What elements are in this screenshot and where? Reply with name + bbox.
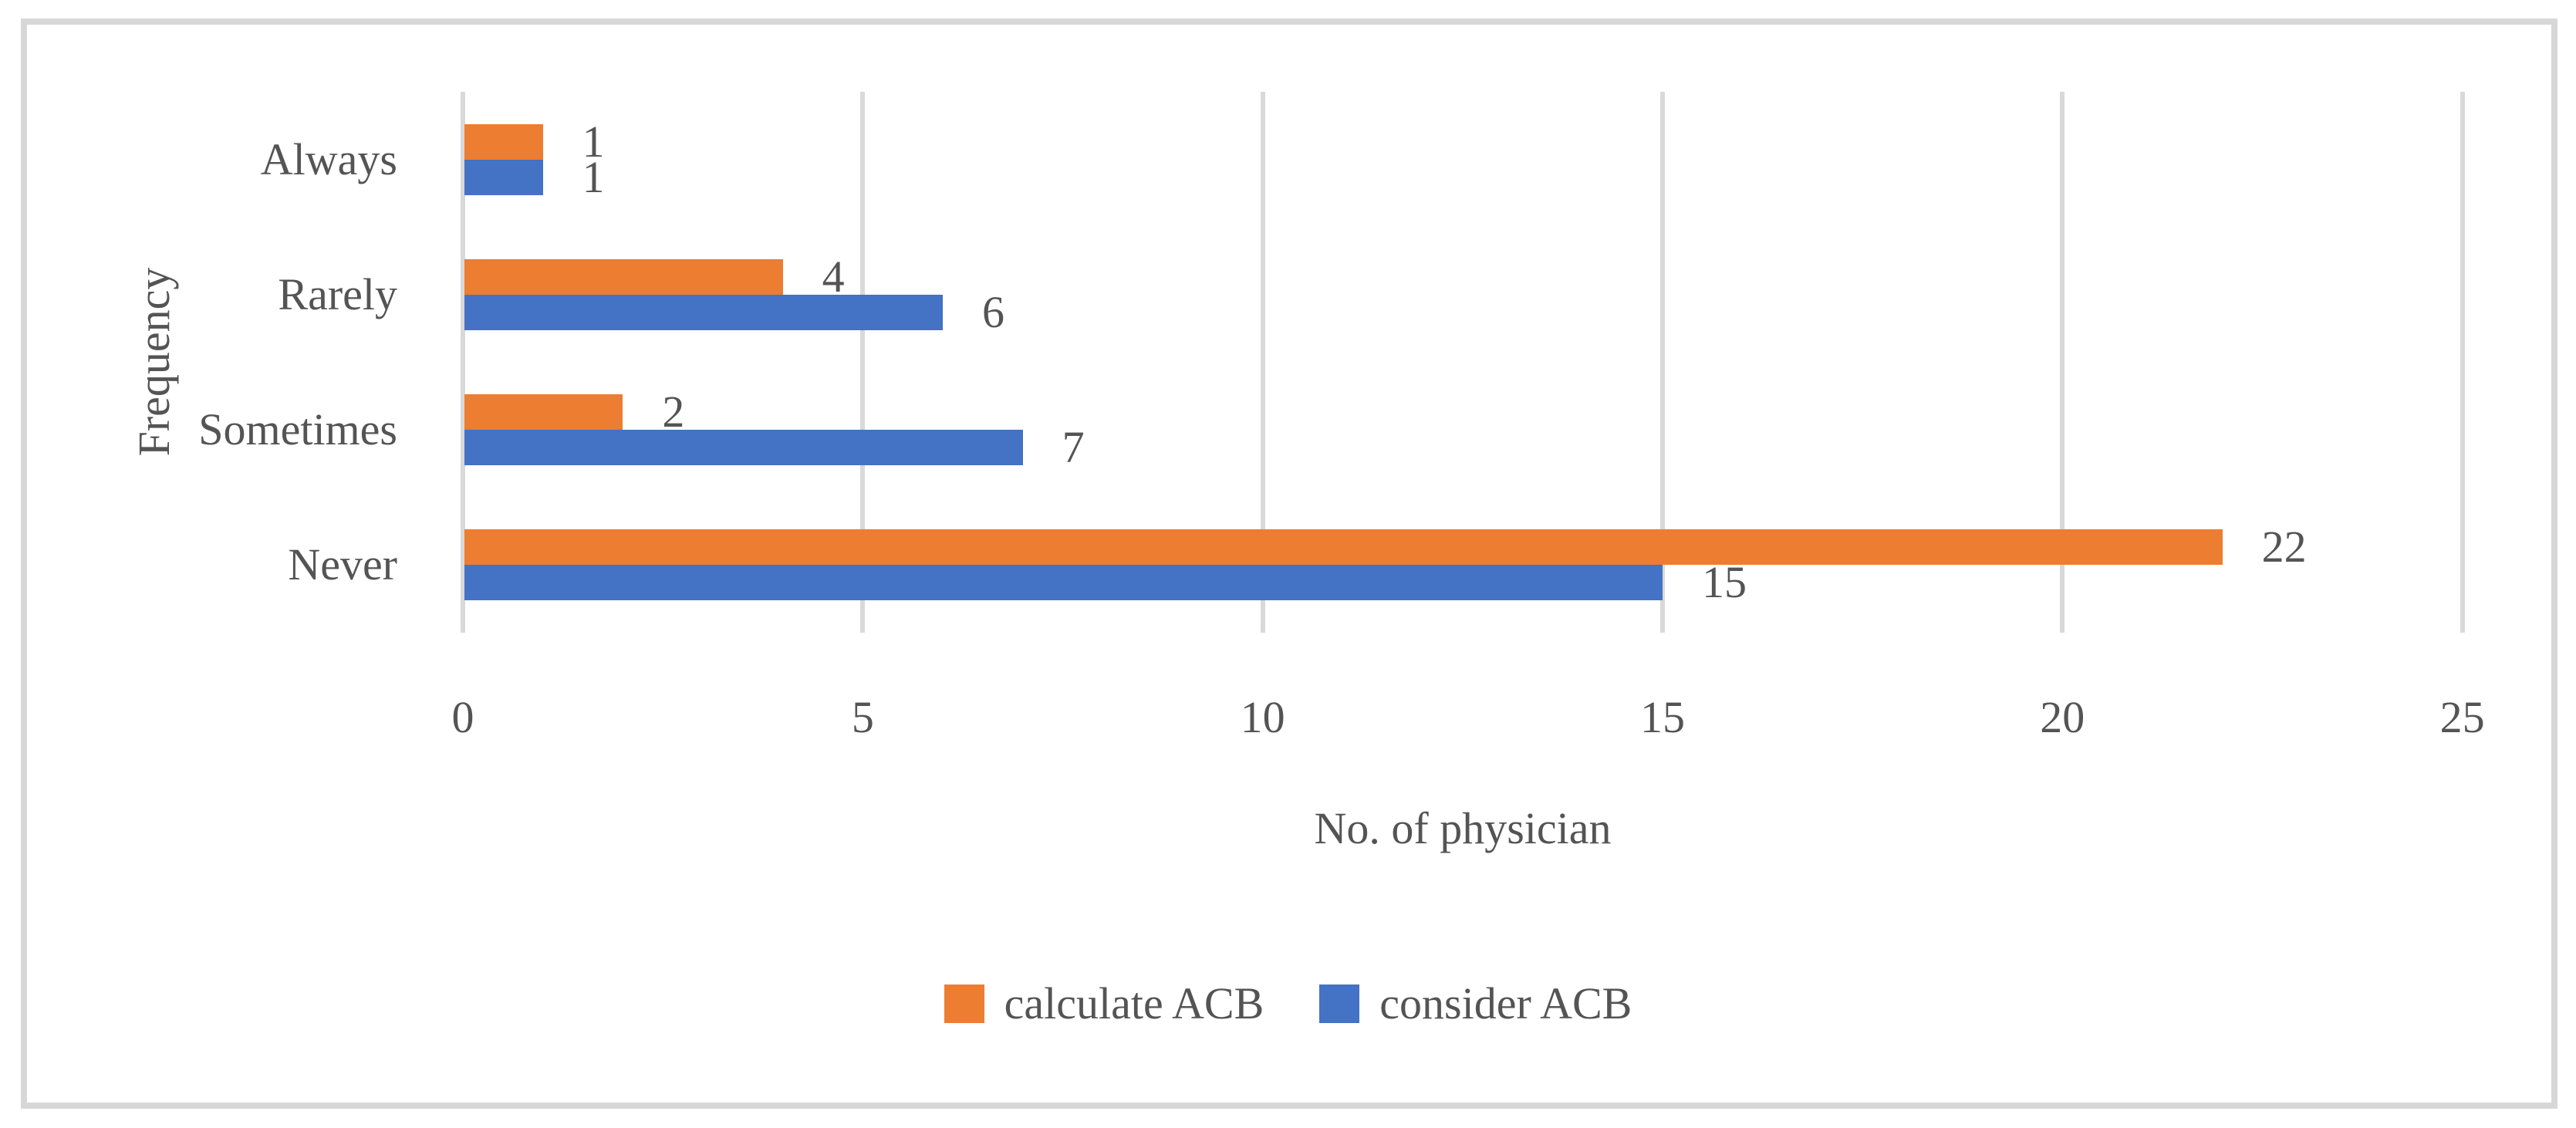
bar-calculate-acb — [464, 258, 783, 295]
gridline — [2460, 92, 2465, 633]
x-tick-label: 25 — [2439, 692, 2485, 742]
data-label-calculate-acb: 2 — [662, 387, 685, 437]
bar-consider-acb — [464, 565, 1663, 601]
bar-calculate-acb — [464, 123, 543, 160]
x-tick-label: 15 — [1639, 692, 1685, 742]
legend-swatch-consider-acb — [1319, 984, 1360, 1023]
data-label-consider-acb: 15 — [1701, 557, 1747, 608]
bar-consider-acb — [464, 159, 543, 195]
legend: calculate ACB consider ACB — [0, 981, 2576, 1026]
y-category-label: Never — [288, 539, 397, 590]
x-tick-label: 20 — [2040, 692, 2085, 742]
bar-consider-acb — [464, 430, 1023, 466]
bar-calculate-acb — [464, 529, 2223, 566]
y-axis-title: Frequency — [129, 267, 179, 457]
data-label-consider-acb: 1 — [582, 151, 605, 202]
data-label-calculate-acb: 4 — [822, 251, 845, 302]
legend-label-calculate-acb: calculate ACB — [1004, 978, 1264, 1028]
x-tick-label: 5 — [851, 692, 874, 742]
legend-item-consider-acb: consider ACB — [1319, 981, 1632, 1026]
legend-item-calculate-acb: calculate ACB — [944, 981, 1264, 1026]
x-tick-label: 10 — [1240, 692, 1285, 742]
gridline — [1260, 92, 1265, 633]
y-category-label: Sometimes — [198, 404, 397, 455]
data-label-consider-acb: 7 — [1062, 422, 1085, 473]
bar-calculate-acb — [464, 394, 623, 431]
bar-consider-acb — [464, 294, 943, 330]
legend-label-consider-acb: consider ACB — [1379, 978, 1632, 1028]
gridline — [1659, 92, 1665, 633]
gridline — [2060, 92, 2065, 633]
x-tick-label: 0 — [451, 692, 474, 742]
y-axis-line — [461, 92, 465, 633]
y-category-label: Always — [260, 133, 397, 184]
data-label-calculate-acb: 1 — [582, 116, 605, 167]
data-label-calculate-acb: 22 — [2261, 522, 2307, 572]
gridline — [860, 92, 866, 633]
x-axis-title: No. of physician — [1314, 803, 1612, 853]
legend-swatch-calculate-acb — [944, 984, 984, 1023]
data-label-consider-acb: 6 — [981, 286, 1004, 337]
y-category-label: Rarely — [278, 268, 397, 319]
